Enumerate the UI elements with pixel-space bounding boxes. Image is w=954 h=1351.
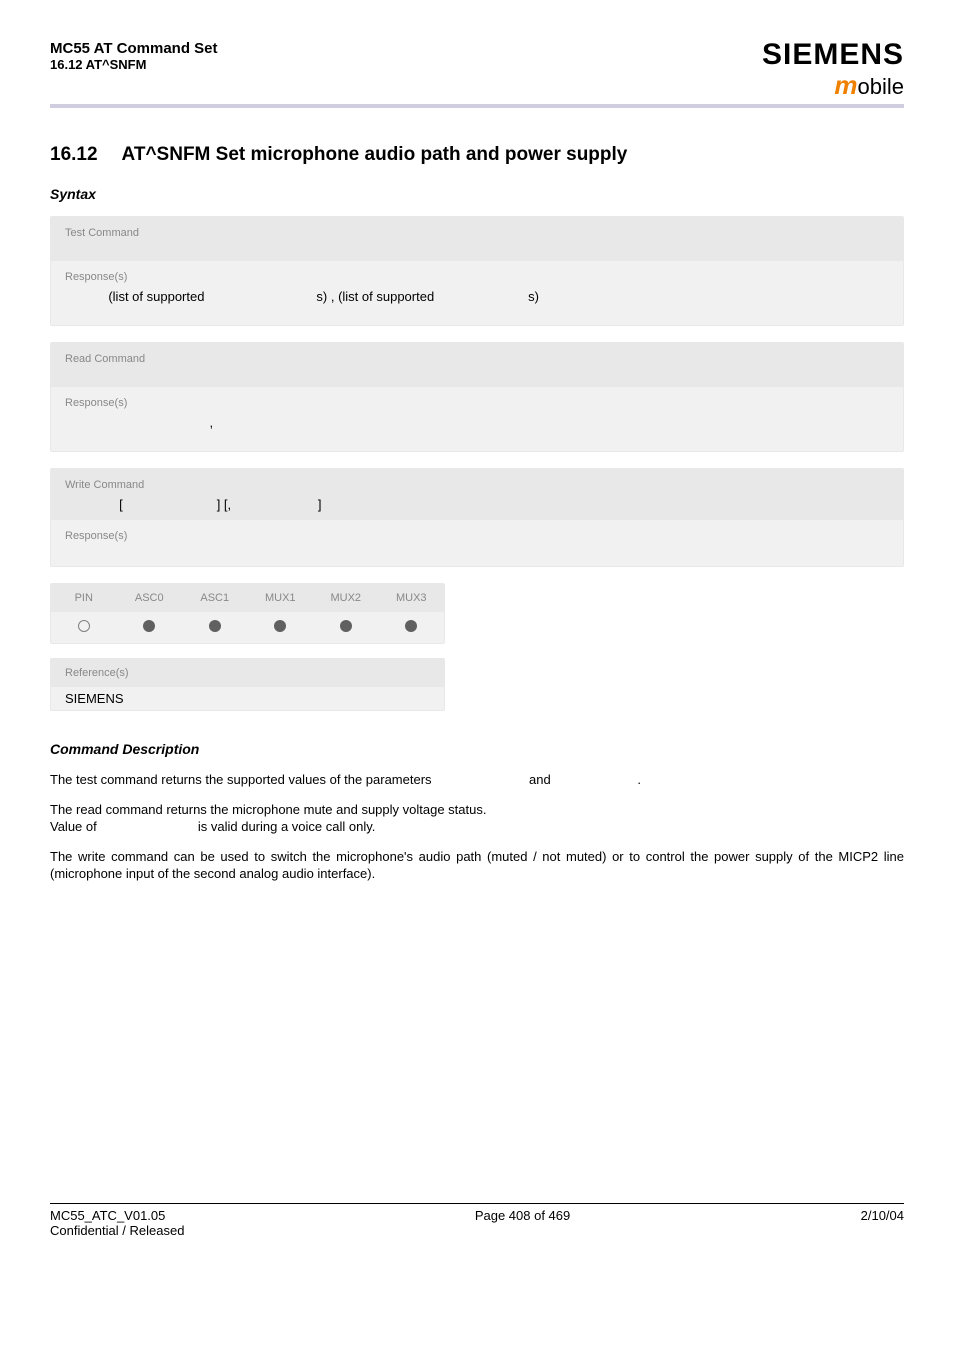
- col-asc1: ASC1: [182, 584, 248, 612]
- test-command-block: Test Command Response(s) (list of suppor…: [50, 216, 904, 326]
- status-asc1: [182, 612, 248, 643]
- paragraph-1: The test command returns the supported v…: [50, 771, 904, 789]
- status-asc0: [117, 612, 183, 643]
- response-label: Response(s): [65, 397, 889, 409]
- write-command-block: Write Command [ ] [, ] Response(s): [50, 468, 904, 567]
- footer-doc-id: MC55_ATC_V01.05: [50, 1208, 165, 1223]
- reference-header: Reference(s): [51, 659, 444, 687]
- table-header-row: PIN ASC0 ASC1 MUX1 MUX2 MUX3: [51, 584, 444, 612]
- logo-mobile-text: mobile: [762, 72, 904, 98]
- test-command-header: Test Command: [51, 217, 903, 261]
- header-left: MC55 AT Command Set 16.12 AT^SNFM: [50, 40, 218, 72]
- circle-filled-icon: [209, 620, 221, 632]
- footer-page-number: Page 408 of 469: [475, 1208, 570, 1238]
- col-mux2: MUX2: [313, 584, 379, 612]
- doc-subtitle: 16.12 AT^SNFM: [50, 57, 218, 72]
- syntax-label: Syntax: [50, 186, 904, 202]
- paragraph-2: The read command returns the microphone …: [50, 801, 904, 836]
- description-label: Command Description: [50, 741, 904, 757]
- status-mux3: [379, 612, 445, 643]
- paragraph-2a: The read command returns the microphone …: [50, 802, 486, 817]
- circle-filled-icon: [274, 620, 286, 632]
- reference-body: SIEMENS: [51, 687, 444, 710]
- col-pin: PIN: [51, 584, 117, 612]
- status-mux1: [248, 612, 314, 643]
- col-asc0: ASC0: [117, 584, 183, 612]
- footer-left: MC55_ATC_V01.05 Confidential / Released: [50, 1208, 184, 1238]
- read-command-block: Read Command Response(s) ,: [50, 342, 904, 452]
- page-footer: MC55_ATC_V01.05 Confidential / Released …: [50, 1203, 904, 1238]
- response-label: Response(s): [65, 271, 889, 283]
- status-mux2: [313, 612, 379, 643]
- response-label: Response(s): [65, 530, 889, 542]
- read-command-header: Read Command: [51, 343, 903, 387]
- page-header: MC55 AT Command Set 16.12 AT^SNFM SIEMEN…: [50, 40, 904, 98]
- logo-siemens-text: SIEMENS: [762, 40, 904, 70]
- col-mux1: MUX1: [248, 584, 314, 612]
- test-command-body: Response(s) (list of supported s) , (lis…: [51, 261, 903, 325]
- logo-m-letter: m: [834, 70, 857, 100]
- header-divider: [50, 104, 904, 108]
- circle-filled-icon: [340, 620, 352, 632]
- reference-block: Reference(s) SIEMENS: [50, 658, 445, 711]
- write-command-label: Write Command: [65, 479, 889, 491]
- section-title: AT^SNFM Set microphone audio path and po…: [122, 144, 628, 165]
- doc-title: MC55 AT Command Set: [50, 40, 218, 57]
- circle-filled-icon: [405, 620, 417, 632]
- pin-support-table: PIN ASC0 ASC1 MUX1 MUX2 MUX3: [50, 583, 445, 644]
- section-heading: 16.12 AT^SNFM Set microphone audio path a…: [50, 144, 904, 166]
- logo-mobile-rest: obile: [858, 74, 904, 99]
- read-response-line: ,: [65, 409, 889, 430]
- circle-filled-icon: [143, 620, 155, 632]
- write-command-header: Write Command [ ] [, ]: [51, 469, 903, 520]
- footer-date: 2/10/04: [861, 1208, 904, 1238]
- circle-open-icon: [78, 620, 90, 632]
- section-number: 16.12: [50, 144, 98, 166]
- write-command-body: Response(s): [51, 520, 903, 566]
- logo: SIEMENS mobile: [762, 40, 904, 98]
- footer-confidential: Confidential / Released: [50, 1223, 184, 1238]
- table-status-row: [51, 612, 444, 643]
- col-mux3: MUX3: [379, 584, 445, 612]
- test-response-line: (list of supported s) , (list of support…: [65, 283, 889, 304]
- write-command-syntax-line: [ ] [, ]: [65, 491, 889, 512]
- paragraph-2b: Value of is valid during a voice call on…: [50, 819, 375, 834]
- status-pin: [51, 612, 117, 643]
- paragraph-3: The write command can be used to switch …: [50, 848, 904, 883]
- read-command-body: Response(s) ,: [51, 387, 903, 451]
